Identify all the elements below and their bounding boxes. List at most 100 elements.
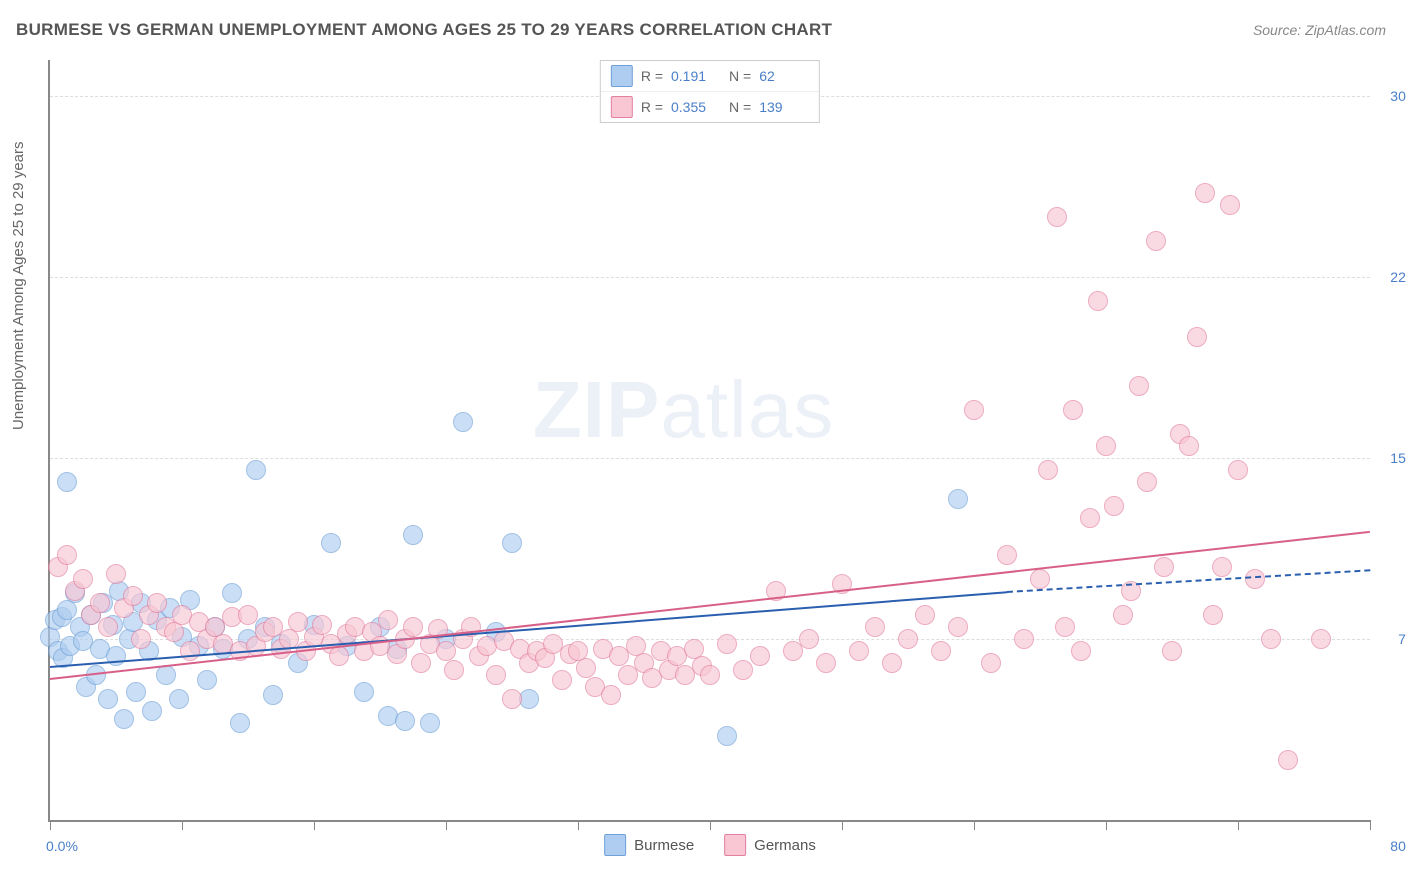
data-point	[1137, 472, 1157, 492]
data-point	[126, 682, 146, 702]
data-point	[57, 545, 77, 565]
data-point	[1014, 629, 1034, 649]
x-tick	[182, 820, 183, 830]
data-point	[486, 665, 506, 685]
data-point	[799, 629, 819, 649]
data-point	[700, 665, 720, 685]
x-tick	[446, 820, 447, 830]
data-point	[1203, 605, 1223, 625]
data-point	[1187, 327, 1207, 347]
legend-label-germans: Germans	[754, 837, 816, 854]
data-point	[354, 682, 374, 702]
data-point	[1278, 750, 1298, 770]
data-point	[898, 629, 918, 649]
data-point	[106, 564, 126, 584]
data-point	[601, 685, 621, 705]
x-tick	[1106, 820, 1107, 830]
data-point	[288, 612, 308, 632]
data-point	[576, 658, 596, 678]
source-credit: Source: ZipAtlas.com	[1253, 22, 1386, 38]
legend-bottom: Burmese Germans	[604, 834, 816, 856]
legend-stats: R = 0.191 N = 62 R = 0.355 N = 139	[600, 60, 820, 123]
data-point	[90, 593, 110, 613]
data-point	[717, 634, 737, 654]
data-point	[123, 586, 143, 606]
chart-title: BURMESE VS GERMAN UNEMPLOYMENT AMONG AGE…	[16, 20, 832, 40]
data-point	[73, 569, 93, 589]
data-point	[1146, 231, 1166, 251]
data-point	[502, 689, 522, 709]
data-point	[964, 400, 984, 420]
data-point	[915, 605, 935, 625]
data-point	[230, 713, 250, 733]
x-tick	[842, 820, 843, 830]
data-point	[1030, 569, 1050, 589]
data-point	[997, 545, 1017, 565]
x-tick	[50, 820, 51, 830]
data-point	[142, 701, 162, 721]
data-point	[453, 412, 473, 432]
n-burmese: 62	[759, 68, 809, 84]
data-point	[1129, 376, 1149, 396]
data-point	[1063, 400, 1083, 420]
gridline	[50, 277, 1370, 278]
legend-row-burmese: R = 0.191 N = 62	[601, 61, 819, 91]
x-axis-max: 80.0%	[1390, 838, 1406, 854]
data-point	[1055, 617, 1075, 637]
data-point	[1113, 605, 1133, 625]
x-axis-min: 0.0%	[46, 838, 78, 854]
data-point	[378, 610, 398, 630]
data-point	[1080, 508, 1100, 528]
data-point	[1220, 195, 1240, 215]
data-point	[981, 653, 1001, 673]
y-tick-label: 7.5%	[1398, 631, 1406, 647]
r-burmese: 0.191	[671, 68, 721, 84]
data-point	[1088, 291, 1108, 311]
data-point	[98, 689, 118, 709]
data-point	[1096, 436, 1116, 456]
data-point	[131, 629, 151, 649]
x-tick	[578, 820, 579, 830]
data-point	[882, 653, 902, 673]
swatch-germans-bottom	[724, 834, 746, 856]
data-point	[1261, 629, 1281, 649]
data-point	[1212, 557, 1232, 577]
data-point	[147, 593, 167, 613]
x-tick	[1238, 820, 1239, 830]
data-point	[1228, 460, 1248, 480]
data-point	[98, 617, 118, 637]
data-point	[1162, 641, 1182, 661]
x-tick	[314, 820, 315, 830]
data-point	[1047, 207, 1067, 227]
data-point	[403, 617, 423, 637]
r-germans: 0.355	[671, 99, 721, 115]
data-point	[1311, 629, 1331, 649]
y-tick-label: 22.5%	[1390, 269, 1406, 285]
legend-item-burmese: Burmese	[604, 834, 694, 856]
data-point	[222, 583, 242, 603]
data-point	[750, 646, 770, 666]
y-tick-label: 15.0%	[1390, 450, 1406, 466]
watermark: ZIPatlas	[533, 364, 834, 456]
data-point	[238, 605, 258, 625]
data-point	[411, 653, 431, 673]
data-point	[156, 665, 176, 685]
legend-row-germans: R = 0.355 N = 139	[601, 91, 819, 122]
data-point	[395, 711, 415, 731]
data-point	[263, 685, 283, 705]
swatch-burmese	[611, 65, 633, 87]
data-point	[197, 670, 217, 690]
data-point	[420, 713, 440, 733]
swatch-burmese-bottom	[604, 834, 626, 856]
y-axis-label: Unemployment Among Ages 25 to 29 years	[10, 141, 27, 430]
data-point	[1154, 557, 1174, 577]
data-point	[733, 660, 753, 680]
data-point	[57, 472, 77, 492]
swatch-germans	[611, 96, 633, 118]
x-tick	[974, 820, 975, 830]
data-point	[403, 525, 423, 545]
gridline	[50, 458, 1370, 459]
data-point	[552, 670, 572, 690]
x-tick	[1370, 820, 1371, 830]
y-tick-label: 30.0%	[1390, 88, 1406, 104]
